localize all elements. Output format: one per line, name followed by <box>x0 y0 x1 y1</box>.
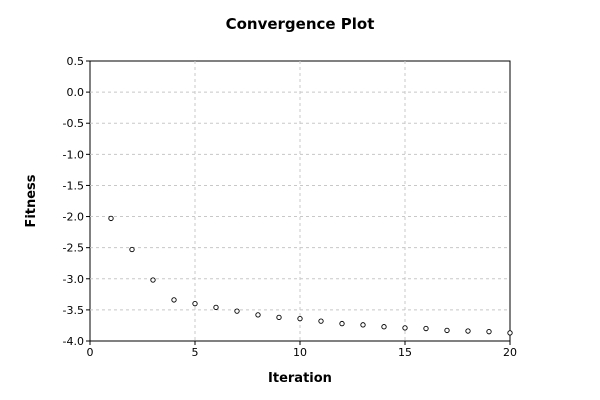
y-tick-label: -1.5 <box>63 179 84 192</box>
data-point <box>465 328 471 334</box>
chart-title: Convergence Plot <box>226 15 375 33</box>
x-tick-label: 10 <box>293 346 307 359</box>
y-tick-label: -2.5 <box>63 242 84 255</box>
data-point <box>402 325 408 331</box>
gridlines <box>90 61 510 341</box>
data-point <box>507 330 513 336</box>
x-axis-ticks: 0 5 10 15 20 <box>87 341 517 359</box>
data-point <box>213 304 219 311</box>
data-point <box>339 320 345 327</box>
data-point <box>150 277 156 283</box>
y-tick-label: 0.0 <box>67 86 85 99</box>
x-axis-label: Iteration <box>268 371 332 386</box>
x-tick-label: 0 <box>87 346 94 359</box>
data-point <box>318 318 324 324</box>
data-point <box>129 246 135 253</box>
data-point <box>423 325 429 332</box>
data-point <box>255 312 261 318</box>
data-point <box>276 314 282 321</box>
data-point <box>297 315 303 322</box>
data-point <box>192 301 198 307</box>
data-point <box>360 322 366 328</box>
y-tick-label: -0.5 <box>63 117 84 130</box>
y-tick-label: 0.5 <box>67 55 85 68</box>
data-point <box>108 215 114 222</box>
y-tick-label: -3.5 <box>63 304 84 317</box>
x-tick-label: 5 <box>192 346 199 359</box>
y-axis-ticks: 0.5 0.0 -0.5 -1.0 -1.5 -2.0 -2.5 -3.0 -3.5 -4.0 <box>63 55 90 348</box>
y-tick-label: -2.0 <box>63 211 84 224</box>
x-tick-label: 15 <box>398 346 412 359</box>
data-point <box>486 329 492 335</box>
data-point <box>444 327 450 334</box>
data-point <box>381 324 387 330</box>
data-point <box>171 297 177 303</box>
y-tick-label: -4.0 <box>63 335 84 348</box>
y-axis-label: Fitness <box>24 174 39 227</box>
data-point <box>234 308 240 314</box>
x-tick-label: 20 <box>503 346 517 359</box>
y-tick-label: -1.0 <box>63 148 84 161</box>
y-tick-label: -3.0 <box>63 273 84 286</box>
data-points <box>108 215 513 336</box>
